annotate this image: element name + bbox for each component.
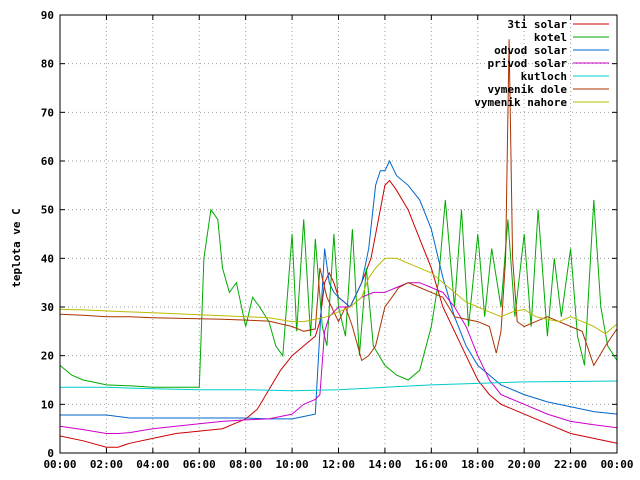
y-tick-label: 30 [41, 301, 54, 314]
x-tick-label: 02:00 [90, 458, 123, 471]
x-tick-label: 14:00 [368, 458, 401, 471]
legend-label-2: odvod solar [494, 44, 567, 57]
legend-label-3: privod solar [488, 57, 568, 70]
legend-label-6: vymenik nahore [474, 96, 567, 109]
x-tick-label: 00:00 [43, 458, 76, 471]
series-line-4 [60, 380, 618, 392]
x-tick-label: 16:00 [415, 458, 448, 471]
series-layer [59, 39, 618, 448]
y-tick-label: 20 [41, 350, 54, 363]
y-tick-label: 40 [41, 252, 54, 265]
x-tick-label: 04:00 [136, 458, 169, 471]
y-tick-labels: 0 10 20 30 40 50 60 70 80 90 [41, 9, 54, 460]
y-axis-label: teplota ve C [10, 208, 23, 287]
y-tick-label: 80 [41, 58, 54, 71]
legend-label-0: 3ti solar [507, 18, 567, 31]
x-tick-label: 12:00 [322, 458, 355, 471]
series-line-5 [59, 39, 618, 367]
x-tick-label: 18:00 [461, 458, 494, 471]
y-tick-label: 90 [41, 9, 54, 22]
y-tick-label: 0 [47, 447, 54, 460]
plot-frame [59, 14, 618, 454]
series-line-2 [60, 159, 618, 420]
x-tick-label: 20:00 [508, 458, 541, 471]
x-tick-label: 06:00 [183, 458, 216, 471]
x-tick-label: 22:00 [554, 458, 587, 471]
legend-label-5: vymenik dole [488, 83, 568, 96]
x-tick-label: 00:00 [600, 458, 633, 471]
legend-label-1: kotel [534, 31, 567, 44]
legend-label-4: kutloch [521, 70, 567, 83]
y-tick-label: 60 [41, 155, 54, 168]
x-tick-label: 10:00 [276, 458, 309, 471]
x-tick-labels: 00:00 02:00 04:00 06:00 08:00 10:00 12:00 14:00… [43, 458, 633, 471]
series-line-1 [59, 199, 618, 388]
grid-lines [60, 15, 617, 453]
y-tick-label: 70 [41, 106, 54, 119]
x-tick-label: 08:00 [229, 458, 262, 471]
series-line-6 [59, 257, 618, 335]
y-tick-label: 50 [41, 204, 54, 217]
y-tick-label: 10 [41, 398, 54, 411]
